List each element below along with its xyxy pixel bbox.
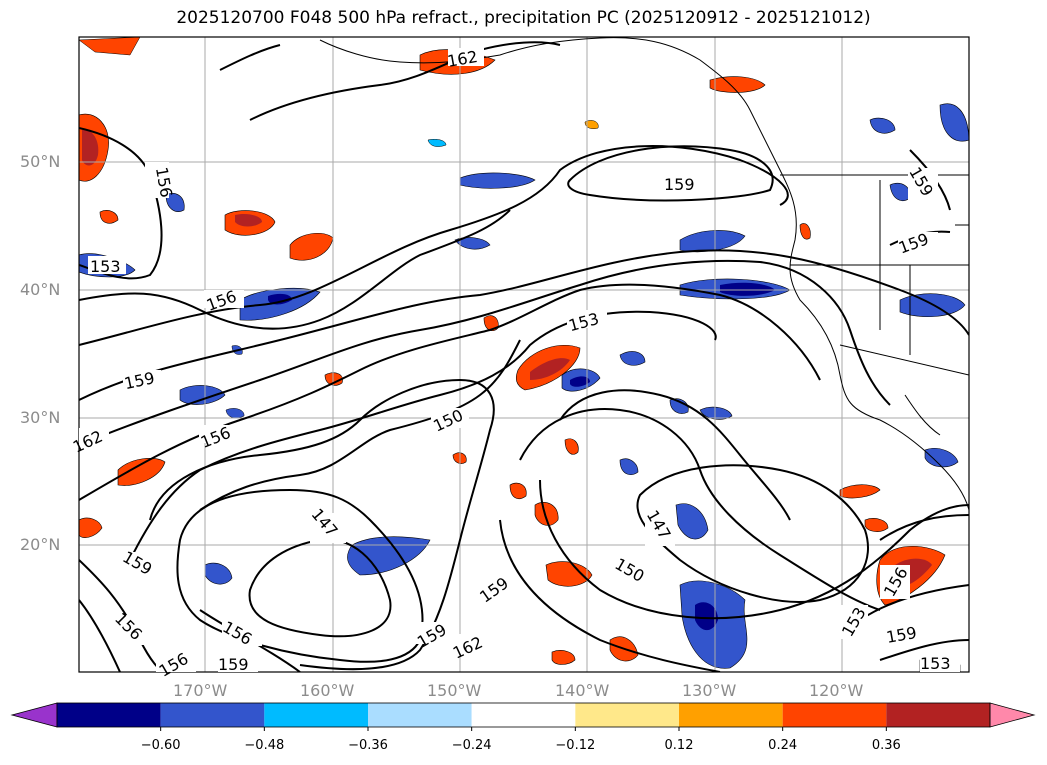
colorbar-tick-label: −0.36 [348,738,388,753]
colorbar-segment [782,703,887,727]
colorbar-extend-low [10,702,58,728]
colorbar-tick-label: −0.48 [244,738,285,753]
coastline [319,37,969,511]
colorbar-segment [264,703,368,727]
contour-label: 159 [218,655,249,674]
colorbar-segment [679,703,783,727]
map-frame [78,36,970,673]
lat-label: 20°N [20,535,61,554]
lon-label: 140°W [555,681,610,700]
colorbar [10,702,1036,731]
colorbar-tick-label: 0.36 [871,738,901,753]
colorbar-tick-label: 0.24 [768,738,798,753]
colorbar-tick-label: 0.12 [664,738,694,753]
precip-positive [79,37,946,665]
lon-label: 170°W [173,681,228,700]
lon-label: 160°W [300,681,355,700]
lat-label: 40°N [20,280,61,299]
contour-label: 153 [920,654,951,673]
colorbar-segment [471,703,576,727]
colorbar-segment [160,703,265,727]
lon-label: 150°W [427,681,482,700]
lat-label: 30°N [20,408,61,427]
colorbar-extend-high [989,702,1036,728]
colorbar-segment [575,703,679,727]
lat-label: 50°N [20,152,61,171]
contour-label: 159 [664,175,695,194]
colorbar-segment [57,703,161,727]
map-title: 2025120700 F048 500 hPa refract., precip… [176,8,871,28]
colorbar-tick-label: −0.60 [140,738,181,753]
lon-label: 120°W [809,681,864,700]
refractivity-contours [79,41,969,672]
contour-label: 156 [156,649,192,681]
colorbar-segment [368,703,472,727]
colorbar-tick-label: −0.12 [555,738,596,753]
lon-label: 130°W [682,681,737,700]
colorbar-tick-label: −0.24 [451,738,492,753]
colorbar-segment [886,703,990,727]
contour-label: 153 [90,257,121,276]
precip-negative [79,103,969,672]
